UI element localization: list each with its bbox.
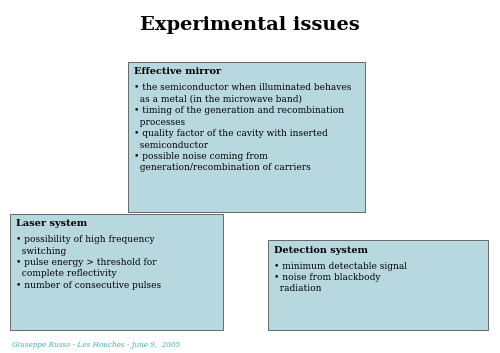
Text: Giuseppe Russo - Les Houches - June 9,  2005: Giuseppe Russo - Les Houches - June 9, 2…: [12, 341, 180, 349]
Text: • minimum detectable signal
• noise from blackbody
  radiation: • minimum detectable signal • noise from…: [274, 262, 407, 293]
FancyBboxPatch shape: [10, 214, 222, 330]
Text: Effective mirror: Effective mirror: [134, 67, 221, 76]
Text: • the semiconductor when illuminated behaves
  as a metal (in the microwave band: • the semiconductor when illuminated beh…: [134, 83, 352, 173]
Text: Laser system: Laser system: [16, 219, 88, 228]
Text: Detection system: Detection system: [274, 246, 368, 255]
Text: • possibility of high frequency
  switching
• pulse energy > threshold for
  com: • possibility of high frequency switchin…: [16, 235, 162, 290]
FancyBboxPatch shape: [128, 62, 365, 212]
FancyBboxPatch shape: [268, 240, 488, 330]
Text: Experimental issues: Experimental issues: [140, 16, 360, 34]
